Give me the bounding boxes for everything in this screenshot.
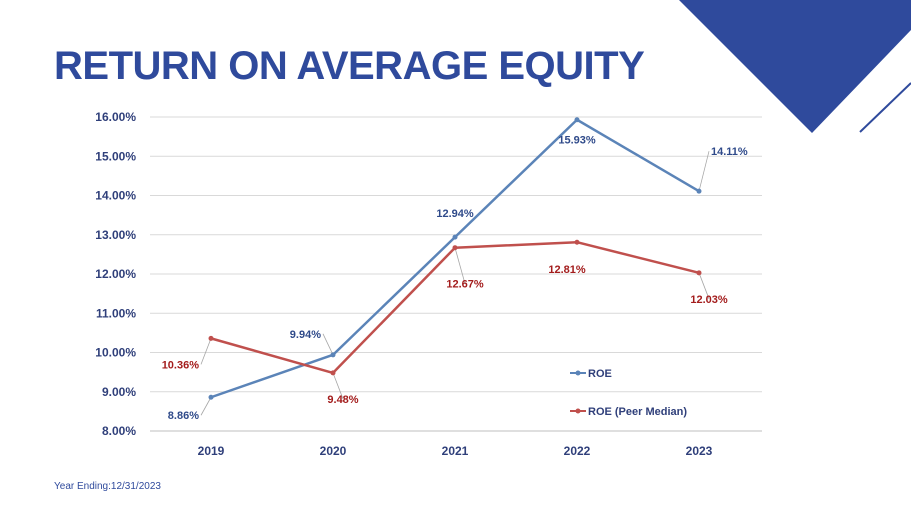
leader-layer <box>200 151 710 416</box>
legend-label: ROE (Peer Median) <box>588 406 687 418</box>
data-label: 9.94% <box>290 329 321 341</box>
legend-label: ROE <box>588 368 612 380</box>
x-tick-label: 2022 <box>564 444 591 458</box>
data-label-layer: 8.86% 9.94% 12.94% 15.93% 14.11% 10.36% 9.48% 1… <box>162 135 748 422</box>
leader-line <box>322 333 334 356</box>
page-title: RETURN ON AVERAGE EQUITY <box>54 44 645 88</box>
x-tick-label: 2021 <box>442 444 469 458</box>
data-point <box>696 188 702 194</box>
data-point <box>574 117 580 123</box>
leader-line <box>698 272 710 299</box>
corner-accent-line <box>859 82 911 133</box>
leader-line <box>454 247 466 284</box>
legend-marker <box>575 370 581 376</box>
y-tick-label: 8.00% <box>102 424 136 438</box>
data-label: 8.86% <box>168 410 199 422</box>
x-tick-label: 2020 <box>320 444 347 458</box>
leader-line <box>332 372 344 400</box>
data-label: 12.67% <box>446 279 484 291</box>
x-tick-label: 2019 <box>198 444 225 458</box>
data-point <box>208 394 214 400</box>
data-point <box>208 335 214 341</box>
data-label: 12.94% <box>436 208 474 220</box>
legend-marker <box>575 408 581 414</box>
leader-line <box>200 338 212 365</box>
y-tick-label: 10.00% <box>95 346 136 360</box>
y-tick-label: 12.00% <box>95 267 136 281</box>
grid-layer <box>150 116 762 432</box>
y-tick-label: 11.00% <box>96 306 136 320</box>
x-tick-label: 2023 <box>686 444 713 458</box>
data-point <box>452 245 458 251</box>
data-label: 15.93% <box>558 135 596 147</box>
data-label: 9.48% <box>327 394 358 406</box>
data-point <box>574 239 580 245</box>
y-tick-label: 14.00% <box>95 189 136 203</box>
series-layer <box>208 117 702 400</box>
y-tick-label: 15.00% <box>95 149 136 163</box>
data-label: 14.11% <box>711 146 748 158</box>
y-tick-label: 9.00% <box>102 385 136 399</box>
data-point <box>696 270 702 276</box>
data-point <box>330 352 336 358</box>
corner-triangle <box>679 0 911 133</box>
series-line <box>210 118 700 399</box>
y-tick-label: 16.00% <box>95 110 136 124</box>
data-point <box>452 234 458 240</box>
series-line <box>210 240 700 375</box>
data-point <box>330 370 336 376</box>
data-label: 12.03% <box>690 294 728 306</box>
footnote: Year Ending:12/31/2023 <box>54 481 161 492</box>
leader-line <box>200 397 212 416</box>
leader-line <box>698 151 710 192</box>
data-label: 10.36% <box>162 359 200 371</box>
data-label: 12.81% <box>548 264 586 276</box>
legend: ROE ROE (Peer Median) <box>570 368 687 418</box>
axis-layer: 8.00% 9.00% 10.00% 11.00% 12.00% 13.00% 14.00%… <box>95 110 712 458</box>
y-tick-label: 13.00% <box>95 228 136 242</box>
